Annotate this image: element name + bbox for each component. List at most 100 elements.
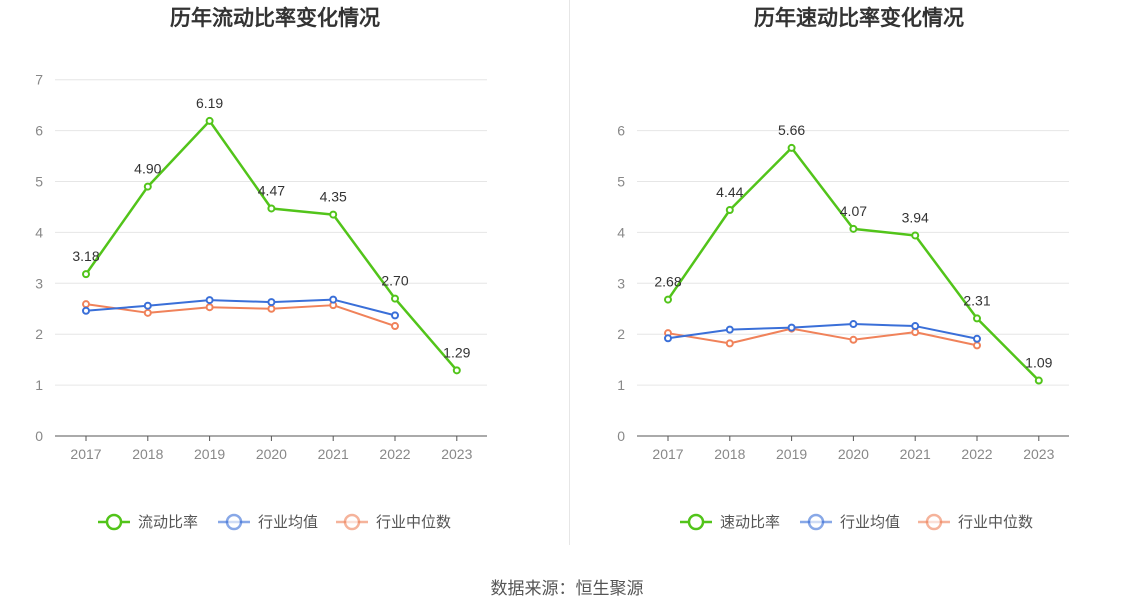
data-label: 4.35 [320, 189, 347, 205]
data-label: 5.66 [778, 122, 805, 138]
legend-label: 行业均值 [840, 514, 900, 531]
legend-item-1[interactable]: 速动比率 [680, 513, 780, 531]
data-point [664, 295, 672, 304]
data-point [911, 231, 920, 240]
series-line-2 [85, 298, 396, 317]
x-tick-label: 2023 [1023, 446, 1054, 462]
legend-item-3[interactable]: 行业中位数 [336, 513, 451, 531]
legend-marker-icon [343, 513, 361, 531]
legend-item-2[interactable]: 行业均值 [800, 513, 900, 531]
data-label: 3.18 [72, 248, 99, 264]
data-label: 4.47 [258, 182, 285, 198]
x-tick-label: 2019 [194, 446, 225, 462]
data-point [329, 210, 338, 219]
y-tick-label: 0 [35, 428, 43, 444]
data-label: 2.70 [381, 273, 408, 289]
data-point [849, 320, 858, 329]
data-point [205, 296, 214, 305]
legend-marker-icon [105, 513, 123, 531]
y-tick-label: 6 [35, 123, 43, 139]
data-point [849, 335, 858, 344]
chart-2: 历年速动比率变化情况 0 1 2 3 4 5 6 2017 2018 2019 2020 2021 202… [617, 6, 1069, 531]
data-source-note: 数据来源：恒生聚源 [490, 579, 644, 598]
y-tick-label: 1 [617, 377, 625, 393]
y-tick-label: 3 [617, 275, 625, 291]
data-point [391, 311, 399, 320]
legend-item-1[interactable]: 流动比率 [98, 513, 198, 531]
data-point [82, 270, 90, 279]
legend-label: 速动比率 [720, 514, 780, 531]
data-point [787, 143, 796, 152]
x-tick-label: 2018 [714, 446, 745, 462]
chart-divider [569, 0, 570, 545]
y-tick-label: 5 [617, 174, 625, 190]
data-label: 3.94 [902, 209, 929, 225]
x-tick-label: 2023 [441, 446, 472, 462]
data-point [452, 366, 461, 375]
legend-marker-icon [687, 513, 705, 531]
legend-marker-icon [807, 513, 825, 531]
data-point [849, 224, 858, 233]
y-tick-label: 2 [617, 326, 625, 342]
series-line-3 [667, 327, 978, 347]
x-tick-label: 2022 [379, 446, 410, 462]
data-label: 2.68 [654, 274, 681, 290]
legend-marker-icon [225, 513, 243, 531]
data-label: 2.31 [963, 292, 990, 308]
x-tick-label: 2021 [900, 446, 931, 462]
x-tick-label: 2017 [70, 446, 101, 462]
data-label: 4.90 [134, 161, 161, 177]
data-point [267, 304, 276, 313]
y-tick-label: 4 [617, 224, 625, 240]
data-label: 6.19 [196, 95, 223, 111]
legend-marker-icon [925, 513, 943, 531]
data-point [664, 334, 672, 343]
data-point [143, 308, 152, 317]
data-point [82, 300, 90, 309]
data-point [973, 314, 981, 323]
data-label: 4.44 [716, 184, 743, 200]
data-point [391, 294, 399, 303]
legend-item-2[interactable]: 行业均值 [218, 513, 318, 531]
data-label: 1.09 [1025, 355, 1052, 371]
data-point [725, 206, 734, 215]
chart-title: 历年流动比率变化情况 [170, 6, 380, 30]
y-tick-label: 1 [35, 377, 43, 393]
x-tick-label: 2017 [652, 446, 683, 462]
x-tick-label: 2019 [776, 446, 807, 462]
data-point [143, 301, 152, 310]
x-tick-label: 2018 [132, 446, 163, 462]
data-point [973, 341, 981, 350]
legend-label: 行业均值 [258, 514, 318, 531]
x-tick-label: 2021 [318, 446, 349, 462]
series-line-1 [666, 146, 1040, 382]
data-label: 4.07 [840, 203, 867, 219]
legend-label: 行业中位数 [958, 514, 1033, 531]
y-tick-label: 0 [617, 428, 625, 444]
data-point [725, 339, 734, 348]
data-point [267, 204, 276, 213]
data-point [82, 306, 90, 315]
data-point [205, 303, 214, 312]
data-point [787, 323, 796, 332]
data-point [267, 298, 276, 307]
legend-label: 行业中位数 [376, 514, 451, 531]
data-point [911, 328, 920, 337]
x-tick-label: 2022 [961, 446, 992, 462]
data-point [725, 325, 734, 334]
y-tick-label: 2 [35, 326, 43, 342]
legend-item-3[interactable]: 行业中位数 [918, 513, 1033, 531]
data-point [391, 322, 399, 331]
y-tick-label: 6 [617, 123, 625, 139]
data-point [1034, 376, 1043, 385]
series-line-2 [667, 323, 978, 340]
y-tick-label: 3 [35, 275, 43, 291]
data-point [329, 295, 338, 304]
y-tick-label: 4 [35, 224, 43, 240]
data-point [911, 322, 920, 331]
data-point [973, 334, 981, 343]
data-point [143, 182, 152, 191]
chart-title: 历年速动比率变化情况 [754, 6, 964, 30]
series-line-1 [84, 119, 458, 372]
